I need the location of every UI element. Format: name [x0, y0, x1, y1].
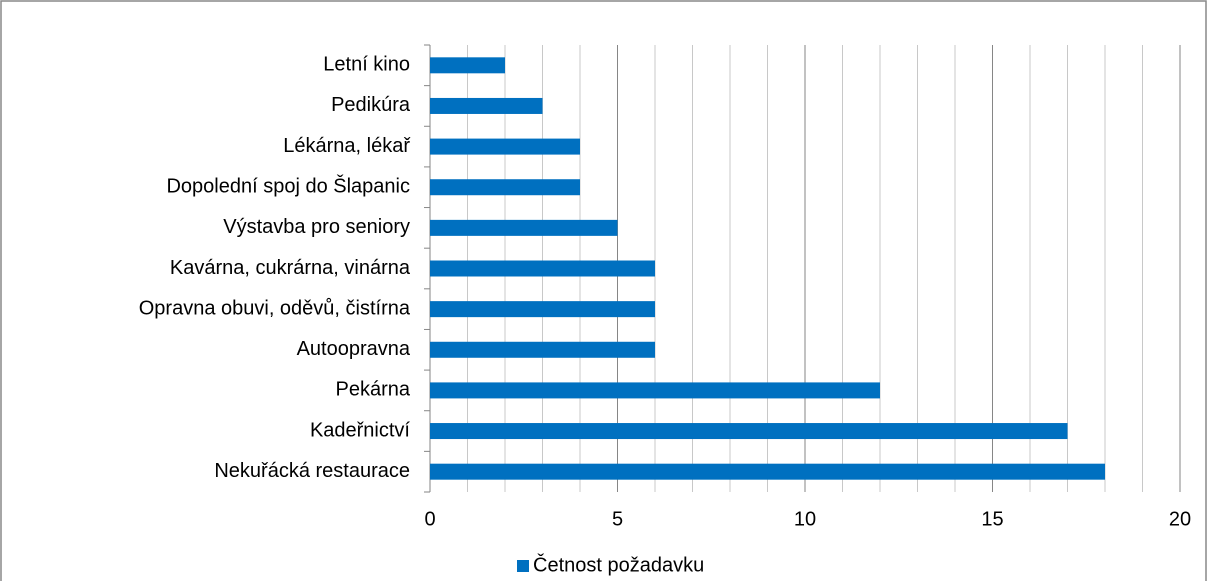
- bar: [430, 97, 543, 114]
- x-tick-label: 10: [794, 508, 816, 530]
- bar: [430, 341, 655, 358]
- y-tick-label: Výstavba pro seniory: [223, 216, 410, 238]
- legend-label: Četnost požadavku: [533, 553, 704, 576]
- y-tick-label: Lékárna, lékař: [283, 135, 411, 157]
- bar: [430, 260, 655, 277]
- y-tick-label: Kavárna, cukrárna, vinárna: [170, 257, 411, 279]
- y-tick-label: Letní kino: [323, 54, 410, 76]
- x-tick-label: 5: [612, 508, 623, 530]
- bar: [430, 301, 655, 318]
- y-tick-label: Pedikúra: [331, 94, 411, 116]
- x-tick-label: 20: [1169, 508, 1191, 530]
- legend-swatch: [517, 560, 529, 572]
- bar: [430, 423, 1068, 440]
- y-tick-label: Pekárna: [336, 379, 411, 401]
- bar: [430, 57, 505, 74]
- y-tick-label: Kadeřnictví: [310, 419, 410, 441]
- x-tick-label: 15: [981, 508, 1003, 530]
- y-tick-label: Opravna obuvi, oděvů, čistírna: [139, 297, 411, 319]
- y-tick-label: Dopolední spoj do Šlapanic: [166, 175, 410, 198]
- y-tick-label: Nekuřácká restaurace: [214, 460, 410, 482]
- bar: [430, 179, 580, 196]
- bar: [430, 138, 580, 155]
- bar: [430, 382, 880, 399]
- x-tick-label: 0: [424, 508, 435, 530]
- bar: [430, 463, 1105, 480]
- bar: [430, 219, 618, 236]
- y-tick-label: Autoopravna: [297, 338, 411, 360]
